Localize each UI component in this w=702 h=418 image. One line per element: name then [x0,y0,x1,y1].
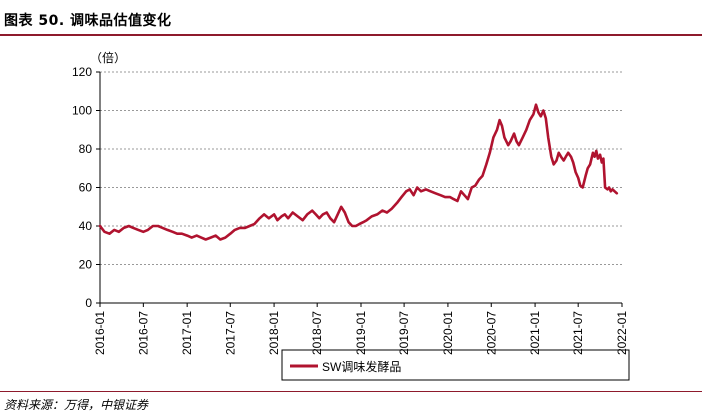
legend: SW调味发酵品 [281,349,630,381]
y-tick-label: 20 [79,258,93,272]
legend-label: SW调味发酵品 [322,359,401,374]
y-tick-label: 40 [79,219,93,233]
figure-title: 图表 50. 调味品估值变化 [4,13,172,29]
source-note: 资料来源：万得，中银证券 [4,398,149,412]
x-tick-label: 2022-01 [615,311,629,355]
y-tick-label: 100 [72,104,92,118]
x-tick-label: 2018-01 [267,311,281,355]
x-tick-label: 2020-07 [484,311,498,355]
y-tick-labels: 0 20 40 60 80 100 120 [72,65,92,310]
x-tick-labels: 2016-01 2016-07 2017-01 2017-07 2018-01 2018-… [93,311,629,355]
x-tick-label: 2017-01 [180,311,194,355]
y-axis-label: （倍） [90,50,126,65]
series-line [98,103,619,241]
x-tick-label: 2021-01 [528,311,542,355]
x-tick-label: 2017-07 [223,311,237,355]
y-tick-label: 0 [85,296,92,310]
series-lines [98,103,619,241]
x-tick-label: 2019-07 [397,311,411,355]
grid-lines [100,71,622,265]
x-tick-label: 2021-07 [571,311,585,355]
x-tick-label: 2018-07 [310,311,324,355]
x-tick-label: 2020-01 [441,311,455,355]
axes [96,71,623,307]
line-chart: （倍） 0 20 40 60 80 100 120 2016-01 2016-07 2017-0… [72,50,630,381]
y-tick-label: 120 [72,65,92,79]
y-tick-label: 60 [79,181,93,195]
x-tick-label: 2016-01 [93,311,107,355]
y-tick-label: 80 [79,142,93,156]
title-rule [0,34,702,36]
x-tick-label: 2019-01 [354,311,368,355]
x-tick-label: 2016-07 [136,311,150,355]
legend-box [281,349,630,381]
source-rule [0,391,702,392]
